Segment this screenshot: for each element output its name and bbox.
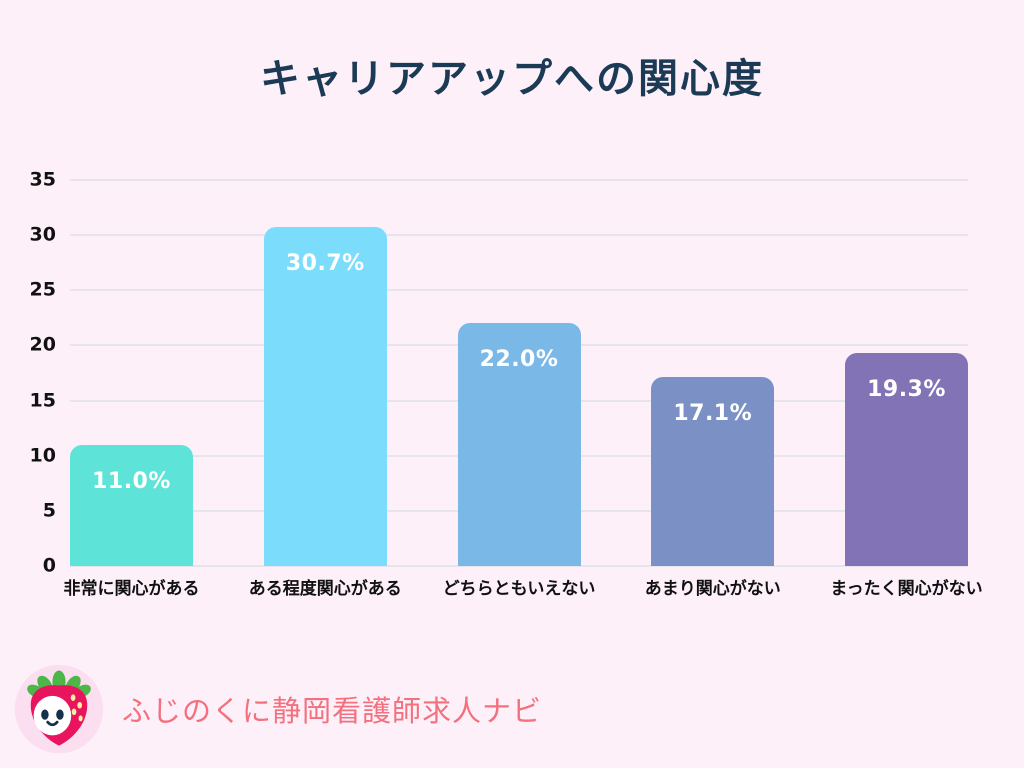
bar-value-label: 19.3% xyxy=(867,377,946,403)
y-axis-tick-label: 20 xyxy=(29,333,56,356)
bar-chart-plot-area: 0 5 10 15 20 25 30 35 11.0% 非常に関心がある 30.7% ある程度関心があ… xyxy=(30,170,983,599)
bar-value-label: 22.0% xyxy=(479,347,559,373)
bar-value-label: 11.0% xyxy=(92,468,171,494)
bar-3: 22.0% xyxy=(457,323,581,566)
strawberry-mascot-icon xyxy=(14,664,104,754)
x-axis-category-label: あまり関心がない xyxy=(644,579,781,599)
y-axis-tick-label: 10 xyxy=(29,444,56,467)
chart-title: キャリアアップへの関心度 xyxy=(260,56,764,102)
bar-1: 11.0% xyxy=(70,444,193,566)
bar-4: 17.1% xyxy=(651,377,775,566)
y-axis-tick-label: 15 xyxy=(29,389,56,412)
brand-footer: ふじのくに静岡看護師求人ナビ xyxy=(12,662,542,756)
gridline xyxy=(70,565,968,567)
y-axis-tick-label: 30 xyxy=(29,223,56,246)
y-axis-tick-label: 5 xyxy=(42,499,56,522)
gridline xyxy=(70,289,968,292)
y-axis-tick-label: 0 xyxy=(42,554,56,577)
x-axis-category-label: どちらともいえない xyxy=(442,579,596,599)
x-axis-category-label: まったく関心がない xyxy=(830,579,983,599)
gridline xyxy=(70,234,968,237)
y-axis-tick-label: 35 xyxy=(29,168,56,191)
bar-value-label: 30.7% xyxy=(285,251,365,277)
bar-5: 19.3% xyxy=(845,353,968,566)
x-axis-category-label: ある程度関心がある xyxy=(248,579,402,599)
x-axis-category-label: 非常に関心がある xyxy=(63,579,200,599)
y-axis-tick-label: 25 xyxy=(29,278,56,301)
bar-2: 30.7% xyxy=(263,227,387,566)
gridline xyxy=(70,179,968,181)
bar-value-label: 17.1% xyxy=(673,401,753,427)
brand-name: ふじのくに静岡看護師求人ナビ xyxy=(122,694,543,728)
